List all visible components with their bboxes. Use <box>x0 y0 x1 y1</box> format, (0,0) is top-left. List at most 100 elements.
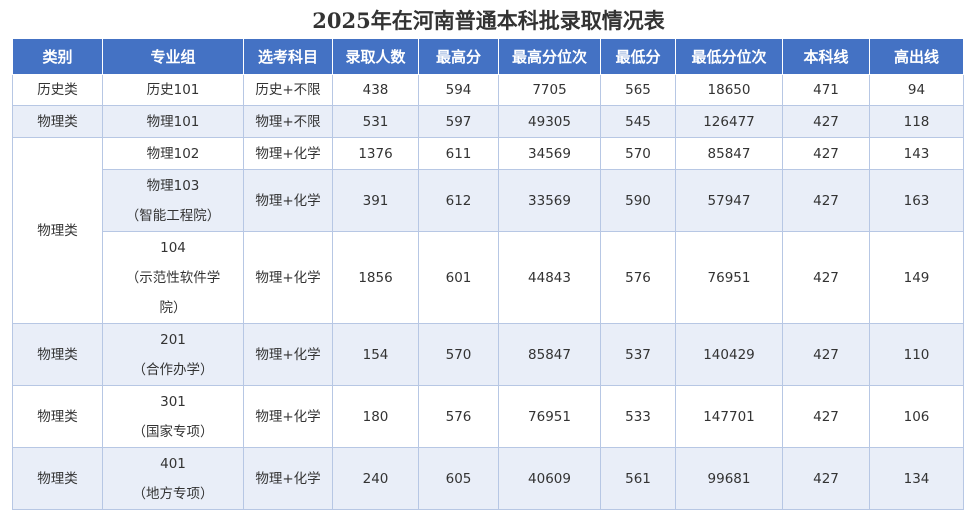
max-score-cell: 576 <box>418 385 499 448</box>
line-cell: 427 <box>782 385 870 448</box>
category-cell: 物理类 <box>12 323 103 386</box>
min-rank-cell: 76951 <box>675 231 783 324</box>
max-rank-cell: 33569 <box>498 169 601 232</box>
above-cell: 149 <box>869 231 964 324</box>
header-cell: 最低分 <box>600 38 676 75</box>
subjects-cell: 物理+化学 <box>243 447 333 510</box>
group-line: 物理103 <box>146 177 200 194</box>
group-cell: 物理102 <box>102 137 244 170</box>
table-row: 历史类 历史101 历史+不限 438 594 7705 565 18650 4… <box>12 74 964 106</box>
max-rank-cell: 34569 <box>498 137 601 170</box>
line-cell: 427 <box>782 105 870 138</box>
min-score-cell: 533 <box>600 385 676 448</box>
max-rank-cell: 44843 <box>498 231 601 324</box>
min-score-cell: 545 <box>600 105 676 138</box>
above-cell: 110 <box>869 323 964 386</box>
above-cell: 163 <box>869 169 964 232</box>
max-rank-cell: 85847 <box>498 323 601 386</box>
group-line: （国家专项） <box>132 423 214 440</box>
group-line: 301 <box>160 393 186 410</box>
max-score-cell: 605 <box>418 447 499 510</box>
min-rank-cell: 18650 <box>675 74 783 106</box>
header-cell: 高出线 <box>869 38 964 75</box>
group-cell: 物理101 <box>102 105 244 138</box>
group-line: 历史101 <box>146 82 200 98</box>
subjects-cell: 物理+化学 <box>243 385 333 448</box>
group-cell: 历史101 <box>102 74 244 106</box>
category-cell: 物理类 <box>12 137 103 324</box>
max-score-cell: 601 <box>418 231 499 324</box>
line-cell: 427 <box>782 169 870 232</box>
table-row: 物理103 （智能工程院） 物理+化学 391 612 33569 590 57… <box>13 169 964 232</box>
group-line: 201 <box>160 331 186 348</box>
header-cell: 选考科目 <box>243 38 333 75</box>
min-rank-cell: 57947 <box>675 169 783 232</box>
admitted-cell: 240 <box>332 447 419 510</box>
group-cell: 104 （示范性软件学 院） <box>102 231 244 324</box>
min-rank-cell: 140429 <box>675 323 783 386</box>
min-rank-cell: 126477 <box>675 105 783 138</box>
group-line: 物理102 <box>146 145 200 162</box>
group-cell: 401 （地方专项） <box>102 447 244 510</box>
min-score-cell: 561 <box>600 447 676 510</box>
group-cell: 201 （合作办学） <box>102 323 244 386</box>
group-cell: 物理103 （智能工程院） <box>102 169 244 232</box>
min-score-cell: 576 <box>600 231 676 324</box>
header-row: 类别 专业组 选考科目 录取人数 最高分 最高分位次 最低分 最低分位次 本科线… <box>12 38 964 75</box>
header-cell: 本科线 <box>782 38 870 75</box>
line-cell: 471 <box>782 74 870 106</box>
line-cell: 427 <box>782 137 870 170</box>
subjects-cell: 物理+化学 <box>243 231 333 324</box>
above-cell: 118 <box>869 105 964 138</box>
line-cell: 427 <box>782 447 870 510</box>
above-cell: 106 <box>869 385 964 448</box>
header-cell: 最低分位次 <box>675 38 783 75</box>
line-cell: 427 <box>782 323 870 386</box>
table-row: 物理类 201 （合作办学） 物理+化学 154 570 85847 537 1… <box>12 323 964 386</box>
above-cell: 134 <box>869 447 964 510</box>
header-cell: 专业组 <box>102 38 244 75</box>
group-line: 物理101 <box>146 113 200 130</box>
min-rank-cell: 99681 <box>675 447 783 510</box>
header-cell: 最高分 <box>418 38 499 75</box>
header-cell: 类别 <box>12 38 103 75</box>
subjects-cell: 物理+不限 <box>243 105 333 138</box>
subjects-cell: 历史+不限 <box>243 74 333 106</box>
category-cell: 物理类 <box>12 447 103 510</box>
min-score-cell: 537 <box>600 323 676 386</box>
admitted-cell: 1856 <box>332 231 419 324</box>
category-cell: 物理类 <box>12 385 103 448</box>
above-cell: 94 <box>869 74 964 106</box>
admission-table: 类别 专业组 选考科目 录取人数 最高分 最高分位次 最低分 最低分位次 本科线… <box>12 38 964 510</box>
page-title: 2025年在河南普通本科批录取情况表 <box>312 8 665 33</box>
category-cell: 历史类 <box>12 74 103 106</box>
max-rank-cell: 7705 <box>498 74 601 106</box>
admitted-cell: 180 <box>332 385 419 448</box>
table-row: 物理类 物理101 物理+不限 531 597 49305 545 126477… <box>12 105 964 138</box>
max-rank-cell: 49305 <box>498 105 601 138</box>
max-score-cell: 594 <box>418 74 499 106</box>
group-cell: 301 （国家专项） <box>102 385 244 448</box>
header-cell: 录取人数 <box>332 38 419 75</box>
max-rank-cell: 40609 <box>498 447 601 510</box>
max-score-cell: 611 <box>418 137 499 170</box>
subjects-cell: 物理+化学 <box>243 169 333 232</box>
table-row: 物理类 301 （国家专项） 物理+化学 180 576 76951 533 1… <box>12 385 964 448</box>
max-rank-cell: 76951 <box>498 385 601 448</box>
min-score-cell: 590 <box>600 169 676 232</box>
admitted-cell: 438 <box>332 74 419 106</box>
min-rank-cell: 85847 <box>675 137 783 170</box>
max-score-cell: 597 <box>418 105 499 138</box>
group-line: （示范性软件学 <box>125 269 221 286</box>
max-score-cell: 570 <box>418 323 499 386</box>
group-line: （地方专项） <box>132 485 214 502</box>
category-cell: 物理类 <box>12 105 103 138</box>
group-line: 401 <box>160 455 186 472</box>
subjects-cell: 物理+化学 <box>243 137 333 170</box>
group-line: 院） <box>159 299 187 316</box>
header-cell: 最高分位次 <box>498 38 601 75</box>
above-cell: 143 <box>869 137 964 170</box>
admitted-cell: 154 <box>332 323 419 386</box>
group-line: 104 <box>160 239 186 256</box>
group-line: （合作办学） <box>132 361 214 378</box>
